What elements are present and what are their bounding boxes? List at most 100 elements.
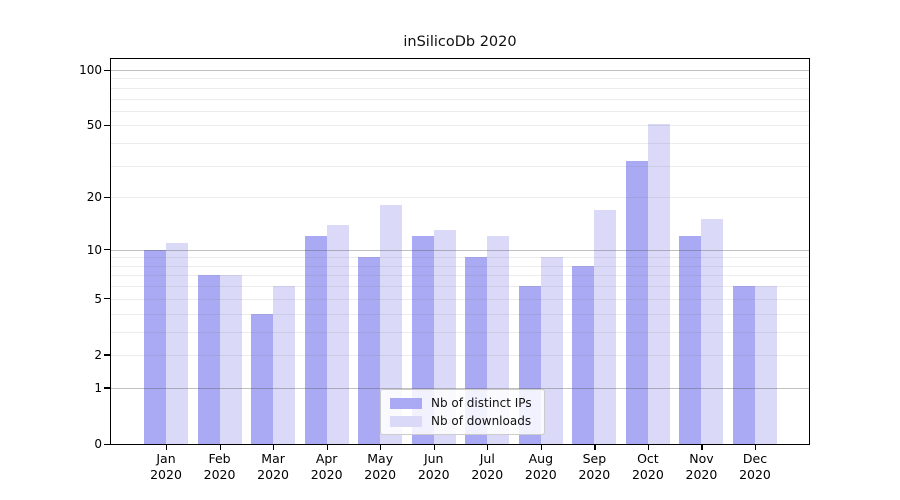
bar-downloads-aug <box>540 257 563 444</box>
x-tick-label-mar: Mar 2020 <box>257 451 289 483</box>
gridline-major-1 <box>111 387 809 389</box>
gridline-minor-4 <box>111 313 809 315</box>
y-tick-mark-0 <box>104 443 110 445</box>
y-tick-label-20: 20 <box>86 190 102 205</box>
x-tick-year-dec: 2020 <box>739 467 771 482</box>
gridline-minor-30 <box>111 165 809 167</box>
x-tick-label-may: May 2020 <box>364 451 396 483</box>
x-tick-year-feb: 2020 <box>203 467 236 482</box>
x-tick-year-jan: 2020 <box>150 467 182 482</box>
x-tick-mark-oct <box>647 445 650 450</box>
legend-swatch-downloads <box>390 415 422 427</box>
x-tick-year-apr: 2020 <box>310 467 343 482</box>
y-tick-label-0: 0 <box>94 437 102 451</box>
gridline-minor-6 <box>111 286 809 288</box>
x-tick-year-oct: 2020 <box>631 467 664 482</box>
x-tick-month-feb: Feb <box>208 451 231 466</box>
x-tick-month-may: May <box>367 451 394 466</box>
x-tick-mark-dec <box>754 445 757 450</box>
gridline-minor-2 <box>111 354 809 356</box>
x-tick-mark-jun <box>433 445 435 450</box>
x-tick-mark-jul <box>487 445 489 450</box>
bar-distinct-ips-apr <box>304 236 327 444</box>
y-tick-label-5: 5 <box>94 291 102 306</box>
x-tick-label-oct: Oct 2020 <box>632 451 664 483</box>
x-tick-mark-nov <box>701 445 703 450</box>
bar-downloads-feb <box>219 275 242 444</box>
gridline-minor-5 <box>111 298 809 300</box>
bar-distinct-ips-feb <box>197 275 220 444</box>
bar-downloads-dec <box>754 286 777 444</box>
bar-downloads-jan <box>166 242 188 444</box>
y-tick-label-1: 1 <box>94 380 102 395</box>
gridline-major-10 <box>111 249 809 251</box>
y-tick-mark-20 <box>104 196 110 198</box>
bar-downloads-oct <box>647 123 670 444</box>
x-tick-month-apr: Apr <box>315 451 338 466</box>
bar-distinct-ips-nov <box>679 236 702 444</box>
y-tick-mark-10 <box>104 249 110 251</box>
legend-swatch-distinct-ips <box>390 397 422 409</box>
y-tick-mark-100 <box>104 69 110 71</box>
x-tick-month-aug: Aug <box>528 451 554 466</box>
x-tick-year-aug: 2020 <box>524 467 557 482</box>
x-tick-mark-sep <box>594 445 596 450</box>
x-tick-label-jan: Jan 2020 <box>150 451 182 483</box>
x-tick-month-sep: Sep <box>582 451 607 466</box>
x-tick-label-apr: Apr 2020 <box>311 451 343 483</box>
y-tick-label-2: 2 <box>94 347 102 362</box>
legend-item-downloads: Nb of downloads <box>390 414 532 428</box>
x-tick-mark-jan <box>166 445 168 450</box>
x-tick-month-dec: Dec <box>742 451 768 466</box>
bar-distinct-ips-dec <box>732 286 755 444</box>
x-tick-month-mar: Mar <box>261 451 285 466</box>
chart-title: inSilicoDb 2020 <box>403 34 517 50</box>
legend-item-distinct-ips: Nb of distinct IPs <box>390 396 532 410</box>
x-tick-label-sep: Sep 2020 <box>578 451 610 483</box>
gridline-minor-9 <box>111 257 809 259</box>
y-tick-label-50: 50 <box>86 118 102 133</box>
gridline-minor-50 <box>111 125 809 127</box>
y-tick-mark-2 <box>104 354 110 356</box>
grid-layer <box>111 59 809 444</box>
x-tick-month-jun: Jun <box>423 451 444 466</box>
y-tick-label-10: 10 <box>86 242 102 257</box>
x-tick-label-nov: Nov 2020 <box>686 451 718 483</box>
x-tick-label-feb: Feb 2020 <box>204 451 236 483</box>
bar-distinct-ips-oct <box>625 160 648 444</box>
y-tick-mark-50 <box>104 124 110 127</box>
legend-label-downloads: Nb of downloads <box>431 414 532 428</box>
y-tick-mark-1 <box>104 387 110 389</box>
bar-downloads-nov <box>701 219 724 444</box>
bar-distinct-ips-jan <box>144 249 166 444</box>
gridline-minor-90 <box>111 78 809 80</box>
x-tick-mark-aug <box>540 445 542 450</box>
bar-downloads-may <box>380 205 403 444</box>
legend: Nb of distinct IPs Nb of downloads <box>380 389 545 435</box>
gridline-minor-8 <box>111 265 809 267</box>
x-tick-year-nov: 2020 <box>685 467 718 482</box>
x-tick-month-jan: Jan <box>156 451 176 466</box>
gridline-minor-60 <box>111 110 809 112</box>
x-tick-label-jul: Jul 2020 <box>471 451 503 483</box>
bar-distinct-ips-sep <box>572 265 595 444</box>
x-tick-year-mar: 2020 <box>257 467 289 482</box>
x-tick-month-nov: Nov <box>689 451 714 466</box>
x-tick-mark-may <box>380 445 382 450</box>
x-tick-mark-feb <box>219 445 221 450</box>
gridline-minor-70 <box>111 98 809 100</box>
gridline-minor-40 <box>111 143 809 145</box>
gridline-minor-3 <box>111 331 809 333</box>
y-tick-label-100: 100 <box>79 63 102 77</box>
gridline-major-100 <box>111 70 809 71</box>
x-tick-mark-apr <box>326 445 328 450</box>
gridline-minor-7 <box>111 275 809 277</box>
x-tick-mark-mar <box>273 445 275 450</box>
y-tick-mark-5 <box>104 298 110 300</box>
x-tick-month-oct: Oct <box>637 451 659 466</box>
gridline-minor-20 <box>111 197 809 199</box>
x-tick-label-dec: Dec 2020 <box>739 451 771 483</box>
bar-downloads-apr <box>326 224 349 444</box>
x-tick-year-may: 2020 <box>364 467 397 482</box>
